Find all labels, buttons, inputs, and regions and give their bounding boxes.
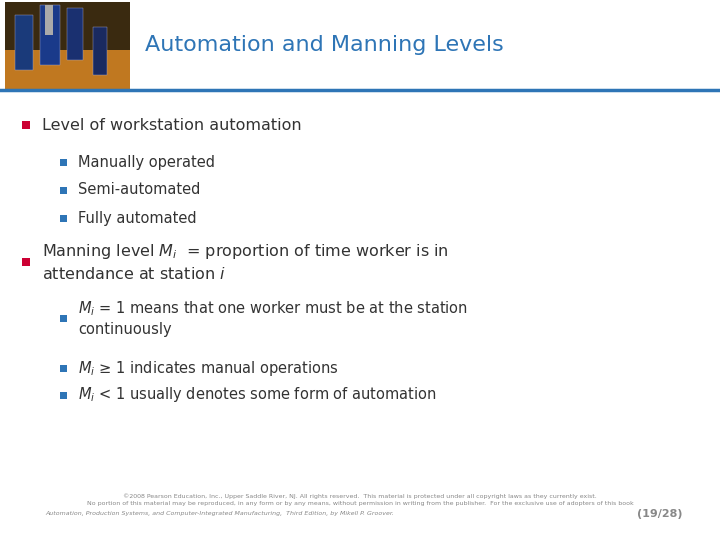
Bar xyxy=(5,2,130,90)
Bar xyxy=(15,15,33,70)
Text: $M_i$ < 1 usually denotes some form of automation: $M_i$ < 1 usually denotes some form of a… xyxy=(78,386,436,404)
Text: Level of workstation automation: Level of workstation automation xyxy=(42,118,302,132)
Bar xyxy=(60,159,67,165)
Bar xyxy=(60,392,67,399)
Text: $M_i$ ≥ 1 indicates manual operations: $M_i$ ≥ 1 indicates manual operations xyxy=(78,359,338,377)
Text: Manually operated: Manually operated xyxy=(78,154,215,170)
Bar xyxy=(60,214,67,221)
Text: Automation, Production Systems, and Computer-Integrated Manufacturing,  Third Ed: Automation, Production Systems, and Comp… xyxy=(45,511,395,516)
Bar xyxy=(22,121,30,129)
Bar xyxy=(67,8,83,60)
Bar xyxy=(45,5,53,35)
Bar xyxy=(93,27,107,75)
Bar xyxy=(60,364,67,372)
Bar xyxy=(60,314,67,321)
Text: Automation and Manning Levels: Automation and Manning Levels xyxy=(145,35,504,55)
Bar xyxy=(5,2,130,50)
Text: Fully automated: Fully automated xyxy=(78,211,197,226)
Text: ©2008 Pearson Education, Inc., Upper Saddle River, NJ. All rights reserved.  Thi: ©2008 Pearson Education, Inc., Upper Sad… xyxy=(123,493,597,499)
Text: No portion of this material may be reproduced, in any form or by any means, with: No portion of this material may be repro… xyxy=(86,502,634,507)
Bar xyxy=(60,186,67,193)
Text: $M_i$ = 1 means that one worker must be at the station
continuously: $M_i$ = 1 means that one worker must be … xyxy=(78,299,468,337)
Bar xyxy=(22,258,30,266)
Text: (19/28): (19/28) xyxy=(637,509,683,519)
Text: Manning level $M_i$  = proportion of time worker is in
attendance at station $i$: Manning level $M_i$ = proportion of time… xyxy=(42,242,449,282)
Bar xyxy=(40,5,60,65)
Text: Semi-automated: Semi-automated xyxy=(78,183,200,198)
